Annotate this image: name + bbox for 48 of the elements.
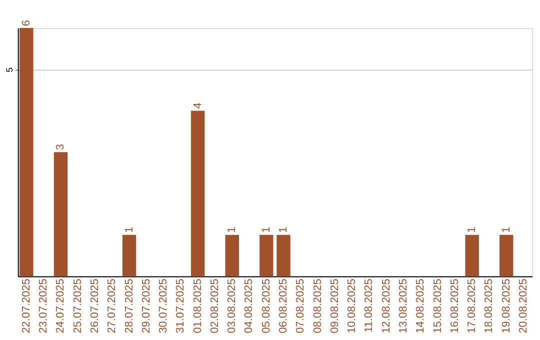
bar [499, 234, 514, 276]
x-tick-label: 08.08.2025 [312, 278, 324, 334]
x-tick-label: 06.08.2025 [278, 278, 290, 334]
x-tick-label: 12.08.2025 [380, 278, 392, 334]
x-tick-label: 15.08.2025 [432, 278, 444, 334]
x-tick-label: 30.07.2025 [158, 278, 170, 334]
x-tick-label: 24.07.2025 [54, 278, 67, 334]
x-tick-label: 27.07.2025 [106, 278, 118, 334]
data-label: 1 [500, 226, 512, 233]
x-tick-label: 04.08.2025 [243, 278, 256, 334]
x-tick-label: 14.08.2025 [414, 278, 427, 334]
x-tick-label: 28.07.2025 [123, 278, 136, 334]
x-tick-label: 02.08.2025 [208, 278, 221, 334]
bar [276, 234, 290, 276]
bar [54, 152, 68, 276]
data-label: 3 [54, 144, 67, 150]
data-label: 6 [20, 20, 32, 26]
x-tick-label: 26.07.2025 [88, 278, 101, 334]
x-tick-label: 31.07.2025 [174, 278, 187, 334]
y-tick-label: 5 [4, 67, 14, 72]
x-tick-label: 17.08.2025 [466, 278, 478, 334]
x-tick-label: 19.08.2025 [500, 278, 512, 334]
x-tick-label: 22.07.2025 [20, 278, 32, 334]
bar [122, 234, 136, 276]
bar [190, 110, 205, 276]
x-tick-label: 20.08.2025 [517, 278, 530, 334]
x-tick-label: 05.08.2025 [260, 278, 272, 334]
x-tick-label: 03.08.2025 [226, 278, 238, 334]
x-tick-label: 01.08.2025 [192, 278, 204, 334]
bar [225, 234, 239, 276]
x-tick-label: 11.08.2025 [363, 278, 376, 332]
x-tick-label: 07.08.2025 [294, 278, 307, 334]
data-label: 1 [278, 226, 290, 233]
data-label: 4 [192, 102, 204, 109]
bar [465, 234, 479, 276]
data-label: 1 [123, 226, 136, 233]
x-tick-label: 10.08.2025 [346, 278, 358, 334]
x-tick-label: 16.08.2025 [448, 278, 461, 334]
data-label: 1 [466, 226, 478, 233]
x-tick-label: 13.08.2025 [397, 278, 410, 334]
bar [260, 234, 274, 276]
x-tick-label: 23.07.2025 [38, 278, 50, 334]
x-tick-label: 18.08.2025 [483, 278, 496, 334]
x-tick-label: 09.08.2025 [328, 278, 341, 334]
data-label: 1 [260, 226, 272, 233]
x-tick-label: 25.07.2025 [72, 278, 84, 334]
data-label: 1 [226, 226, 238, 233]
x-tick-label: 29.07.2025 [140, 278, 152, 334]
